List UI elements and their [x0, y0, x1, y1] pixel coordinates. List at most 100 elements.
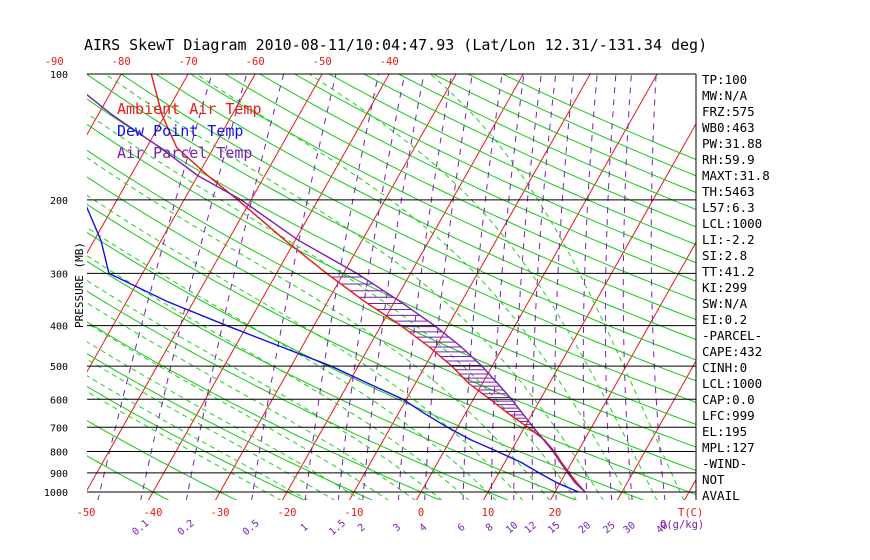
top-temp-tick-label: -90	[45, 56, 64, 68]
top-temp-tick-label: -70	[179, 56, 198, 68]
index-item: MAXT:31.8	[702, 168, 770, 183]
bottom-temp-tick-label: -20	[278, 507, 297, 519]
moist-adiabat-line	[195, 74, 631, 500]
moist-adiabat-line	[429, 74, 685, 500]
mixing-ratio-tick-label: 1	[299, 522, 311, 534]
mixing-ratio-tick-label: 4	[418, 522, 430, 534]
legend-item: Air Parcel Temp	[117, 144, 253, 162]
moist-adiabat-line	[87, 375, 309, 500]
mixing-ratio-tick-label: 0.2	[176, 518, 197, 538]
mixing-ratio-tick-label: 6	[456, 522, 468, 534]
index-item: KI:299	[702, 280, 748, 295]
mixing-ratio-tick-label: 0.1	[130, 518, 151, 538]
mixing-ratio-tick-label: 20	[577, 520, 593, 536]
y-axis-label: PRESSURE (MB)	[73, 242, 86, 328]
moist-adiabat-line	[87, 227, 497, 500]
index-item: SW:N/A	[702, 296, 748, 311]
top-temp-tick-label: -60	[246, 56, 265, 68]
mixing-ratio-tick-label: 1.5	[327, 518, 348, 538]
moist-adiabat-line	[87, 157, 550, 500]
top-temp-tick-label: -40	[380, 56, 399, 68]
index-item: LI:-2.2	[702, 232, 755, 247]
isotherm-line	[616, 360, 696, 500]
pressure-tick-label: 500	[50, 362, 68, 373]
dry-adiabat-line	[224, 74, 696, 301]
isotherm-line	[87, 74, 189, 255]
moist-adiabat-line	[87, 322, 389, 500]
isotherm-line	[281, 74, 524, 500]
dry-adiabat-line	[328, 74, 696, 246]
bottom-temp-tick-label: 20	[549, 507, 562, 519]
dry-adiabat-line	[87, 98, 696, 403]
pressure-tick-label: 600	[50, 395, 68, 406]
mixing-ratio-line	[304, 74, 380, 500]
isotherm-line	[549, 241, 696, 500]
dry-adiabat-line	[87, 321, 441, 500]
mixing-ratio-tick-label: 2	[356, 522, 368, 534]
moist-adiabat-line	[308, 74, 658, 500]
mixing-ratio-line	[337, 74, 406, 500]
isotherm-line	[751, 55, 870, 501]
dry-adiabat-line	[87, 420, 238, 500]
index-item: PW:31.88	[702, 136, 763, 151]
isotherm-line	[87, 74, 122, 136]
top-temp-tick-label: -50	[313, 56, 332, 68]
pressure-tick-label: 900	[50, 469, 68, 480]
mixing-ratio-line	[97, 74, 213, 500]
moist-adiabat-line	[87, 112, 577, 500]
mixing-ratio-tick-label: 8	[484, 522, 496, 534]
mixing-ratio-tick-label: 12	[523, 520, 539, 536]
dry-adiabat-line	[87, 290, 509, 500]
isotherm-line	[214, 74, 457, 500]
index-item: L57:6.3	[702, 200, 755, 215]
index-item: MW:N/A	[702, 88, 748, 103]
moist-adiabat-line	[87, 194, 524, 500]
dry-adiabat-line	[189, 74, 696, 321]
index-item: NOT	[702, 472, 725, 487]
pressure-tick-label: 200	[50, 196, 68, 207]
index-item: LFC:999	[702, 408, 755, 423]
moist-adiabat-line	[87, 280, 443, 500]
dry-adiabat-line	[154, 74, 696, 341]
pressure-tick-label: 300	[50, 269, 68, 280]
mixing-ratio-tick-label: 15	[546, 520, 562, 536]
mixing-ratio-line	[462, 74, 503, 500]
pressure-tick-label: 100	[50, 70, 68, 81]
index-item: CAP:0.0	[702, 392, 755, 407]
isotherm-line	[482, 122, 696, 500]
top-temp-tick-label: -80	[112, 56, 131, 68]
mixing-ratio-line	[513, 74, 542, 500]
legend-item: Dew Point Temp	[117, 122, 244, 140]
dry-adiabat-line	[87, 74, 696, 382]
pressure-tick-label: 700	[50, 423, 68, 434]
index-item: -WIND-	[702, 456, 748, 471]
mixing-ratio-tick-label: 30	[622, 520, 638, 536]
index-item: WB0:463	[702, 120, 755, 135]
index-item: FRZ:575	[702, 104, 755, 119]
dry-adiabat-line	[87, 149, 696, 448]
mixing-ratio-line	[622, 74, 633, 500]
mixing-ratio-tick-label: 10	[504, 520, 520, 536]
index-item: CAPE:432	[702, 344, 763, 359]
mixing-ratio-line	[185, 74, 285, 500]
moist-adiabat-line	[87, 302, 416, 500]
mixing-ratio-axis-label: Q(g/kg)	[660, 519, 704, 531]
moist-adiabat-line	[87, 358, 336, 500]
dry-adiabat-line	[258, 74, 696, 282]
dry-adiabat-line	[120, 74, 696, 361]
mixing-ratio-line	[531, 74, 557, 500]
index-item: TP:100	[702, 72, 748, 87]
mixing-ratio-line	[650, 74, 666, 500]
mixing-ratio-line	[362, 74, 425, 500]
index-item: -PARCEL-	[702, 328, 763, 343]
dry-adiabat-line	[87, 203, 696, 496]
index-item: EL:195	[702, 424, 748, 439]
pressure-tick-label: 400	[50, 322, 68, 333]
bottom-temp-tick-label: -50	[77, 507, 96, 519]
mixing-ratio-line	[251, 74, 337, 500]
dry-adiabat-line	[397, 74, 696, 211]
index-item: TT:41.2	[702, 264, 755, 279]
dry-adiabat-line	[501, 74, 696, 161]
bottom-temp-tick-label: 0	[418, 507, 424, 519]
